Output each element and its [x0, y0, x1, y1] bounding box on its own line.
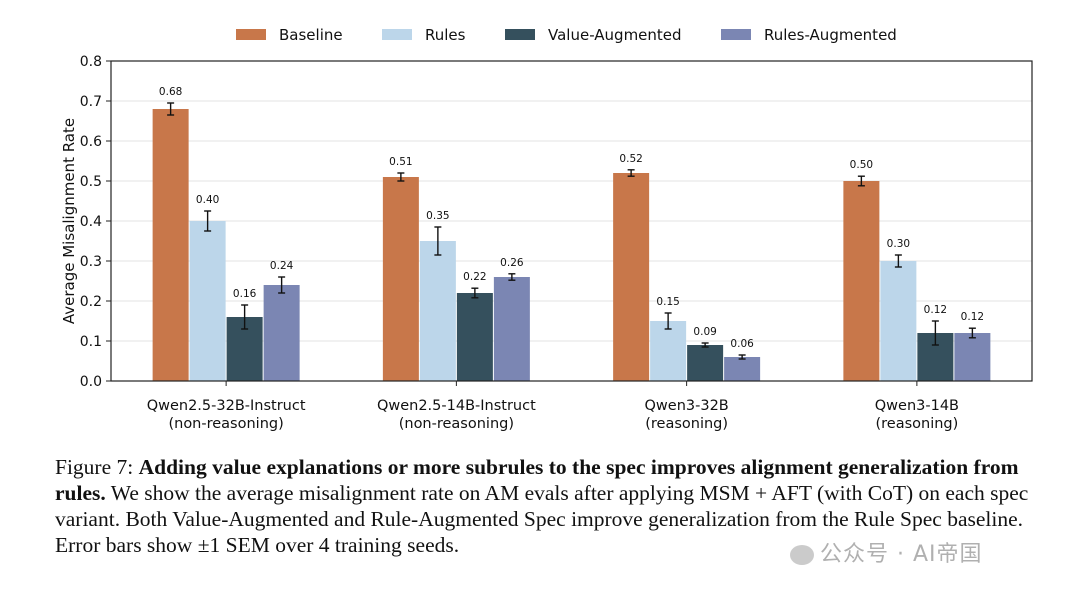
y-tick-label: 0.7 — [80, 94, 102, 110]
y-tick-label: 0.0 — [80, 374, 102, 390]
data-label: 0.52 — [619, 153, 642, 165]
bar-chart: 0.68 0.40 0.16 0.24 0.51 0.35 0.22 0.26 0.52 0.15… — [60, 26, 1033, 432]
data-label: 0.06 — [730, 338, 754, 350]
x-tick-label: (non-reasoning) — [168, 416, 283, 432]
y-tick-label: 0.6 — [80, 134, 102, 150]
value-labels-group: 0.68 0.40 0.16 0.24 0.51 0.35 0.22 0.26 0.52 0.15… — [159, 86, 984, 350]
x-tick-label: Qwen3-32B — [645, 398, 729, 414]
legend-swatch — [236, 29, 266, 40]
bar — [613, 173, 650, 381]
x-tick-label: (reasoning) — [645, 416, 728, 432]
legend: Baseline Rules Value-Augmented Rules-Augmen… — [236, 26, 897, 44]
x-tick-label: (reasoning) — [875, 416, 958, 432]
data-label: 0.26 — [500, 257, 524, 269]
legend-swatch — [382, 29, 412, 40]
bar — [189, 221, 226, 381]
bar — [152, 109, 189, 381]
bar — [456, 293, 493, 381]
data-label: 0.15 — [656, 296, 679, 308]
y-tick-label: 0.2 — [80, 294, 102, 310]
y-tick-label: 0.8 — [80, 54, 102, 70]
data-label: 0.40 — [196, 194, 219, 206]
data-label: 0.16 — [233, 288, 257, 300]
legend-label: Value-Augmented — [548, 26, 682, 44]
data-label: 0.51 — [389, 156, 412, 168]
caption-prefix: Figure 7: — [55, 455, 139, 479]
bar — [650, 321, 687, 381]
data-label: 0.22 — [463, 271, 486, 283]
bar — [843, 181, 880, 381]
y-tick-label: 0.1 — [80, 334, 102, 350]
data-label: 0.24 — [270, 260, 294, 272]
x-axis-ticks: Qwen2.5-32B-Instruct (non-reasoning) Qwen2… — [147, 381, 959, 432]
bar — [687, 345, 724, 381]
x-tick-label: Qwen2.5-14B-Instruct — [377, 398, 536, 414]
legend-swatch — [721, 29, 751, 40]
bar — [493, 277, 530, 381]
bar — [263, 285, 300, 381]
figure-caption: Figure 7: Adding value explanations or m… — [55, 454, 1045, 558]
error-bars-group — [167, 102, 976, 360]
data-label: 0.30 — [887, 238, 910, 250]
wechat-icon — [790, 545, 814, 565]
x-tick-label: Qwen3-14B — [875, 398, 959, 414]
y-tick-label: 0.4 — [80, 214, 102, 230]
legend-label: Rules-Augmented — [764, 26, 897, 44]
data-label: 0.35 — [426, 210, 449, 222]
bar — [880, 261, 917, 381]
watermark: 公众号 · AI帝国 — [790, 536, 983, 568]
legend-label: Baseline — [279, 26, 343, 44]
caption-bold: Adding value explanations or more subrul… — [55, 455, 1019, 505]
y-axis-label: Average Misalignment Rate — [60, 118, 78, 324]
y-axis-ticks: 0.0 0.1 0.2 0.3 0.4 0.5 0.6 0.7 0.8 — [80, 54, 111, 390]
x-tick-label: Qwen2.5-32B-Instruct — [147, 398, 306, 414]
caption-body: We show the average misalignment rate on… — [55, 481, 1029, 557]
bar — [382, 177, 419, 381]
y-tick-label: 0.3 — [80, 254, 102, 270]
bars-group — [152, 109, 991, 381]
data-label: 0.68 — [159, 86, 182, 98]
watermark-text: 公众号 · AI帝国 — [820, 542, 983, 567]
y-tick-label: 0.5 — [80, 174, 102, 190]
bar — [724, 357, 761, 381]
data-label: 0.09 — [693, 326, 716, 338]
legend-label: Rules — [425, 26, 466, 44]
data-label: 0.50 — [850, 159, 873, 171]
bar — [419, 241, 456, 381]
x-tick-label: (non-reasoning) — [399, 416, 514, 432]
data-label: 0.12 — [924, 304, 947, 316]
bar — [954, 333, 991, 381]
legend-swatch — [505, 29, 535, 40]
data-label: 0.12 — [961, 311, 984, 323]
